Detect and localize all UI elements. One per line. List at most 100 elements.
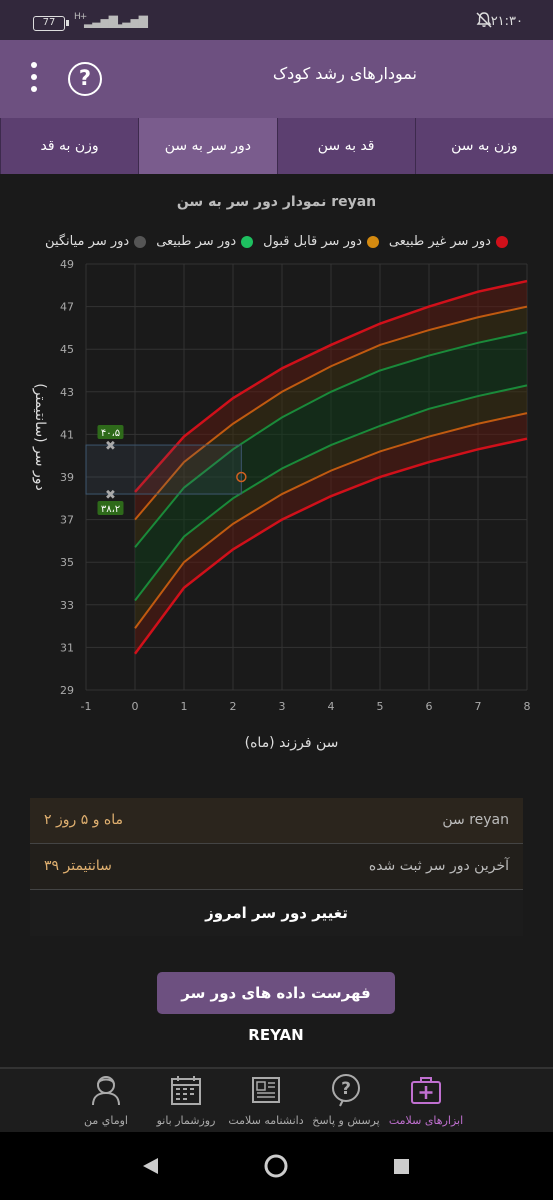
age-value: ۲ ماه و ۵ روز (44, 812, 124, 828)
range-label: ۳۸،۲ (101, 504, 120, 515)
series-line (134, 412, 528, 629)
y-tick-label: 49 (60, 258, 74, 271)
y-tick-label: 41 (60, 428, 74, 441)
legend-dot-acceptable (366, 235, 379, 248)
info-card: سن reyan ۲ ماه و ۵ روز آخرین دور سر ثبت … (30, 798, 523, 936)
question-icon: ? (332, 1074, 360, 1107)
chart-band (135, 281, 527, 520)
x-tick-label: 2 (230, 700, 237, 713)
x-tick-label: 7 (475, 700, 482, 713)
signal-icon: ▂▃▅▇ (84, 14, 118, 28)
last-measure-value: ۳۹ سانتیمتر (44, 858, 112, 874)
y-tick-label: 29 (60, 684, 74, 697)
x-axis-label: سن فرزند (ماه) (245, 735, 339, 751)
chart-legend: دور سر غیر طبیعی دور سر قابل قبول دور سر… (0, 234, 553, 249)
series-line (133, 437, 528, 655)
legend-dot-abnormal (495, 235, 508, 248)
data-list-button[interactable]: فهرست داده های دور سر REYAN (157, 972, 395, 1044)
series-line (134, 279, 528, 493)
nav-profile[interactable]: اوماي من (66, 1073, 146, 1127)
range-box (85, 444, 242, 495)
page-title: نمودارهای رشد کودک (272, 64, 417, 83)
network-type: H+ (74, 12, 87, 22)
range-marker: ✖ (105, 439, 116, 454)
last-measure-row: آخرین دور سر ثبت شده ۳۹ سانتیمتر (30, 844, 523, 890)
status-bar: 77 H+ ▂▃▅▇ ▂▃▅▇ ۲۱:۳۰ (0, 0, 553, 40)
age-row: سن reyan ۲ ماه و ۵ روز (30, 798, 523, 844)
y-tick-label: 33 (60, 599, 74, 612)
svg-text:?: ? (341, 1079, 351, 1099)
y-tick-label: 45 (60, 343, 74, 356)
measurement-point (236, 471, 247, 483)
x-tick-label: 1 (181, 700, 188, 713)
y-axis-label: دور سر (سانتیمتر) (32, 383, 48, 490)
x-tick-label: 5 (377, 700, 384, 713)
nav-health-tools[interactable]: ابزارهای سلامت (386, 1073, 466, 1127)
newspaper-icon (252, 1077, 280, 1103)
tab-head-age[interactable]: دور سر به سن (138, 118, 277, 174)
legend-item-abnormal[interactable]: دور سر غیر طبیعی (389, 234, 508, 249)
x-tick-label: -1 (81, 700, 92, 713)
y-tick-label: 37 (60, 514, 74, 527)
recents-icon[interactable] (394, 1159, 409, 1174)
chart-title: نمودار دور سر به سن reyan (176, 194, 377, 210)
chart-band (135, 332, 527, 601)
status-time: ۲۱:۳۰ (490, 14, 523, 29)
legend-item-average[interactable]: دور سر میانگین (45, 234, 147, 249)
back-icon[interactable] (143, 1158, 158, 1174)
signal-2-icon: ▂▃▅▇ (114, 14, 148, 28)
chart-band (135, 306, 527, 548)
nav-health-tools-label: ابزارهای سلامت (388, 1114, 464, 1127)
bottom-nav: ابزارهای سلامت ? پرسش و پاسخ دانشنامه سل… (0, 1067, 553, 1132)
bell-off-icon (475, 11, 493, 33)
age-label: سن reyan (442, 812, 509, 828)
nav-encyclopedia-label: دانشنامه سلامت (228, 1114, 304, 1127)
nav-qa[interactable]: ? پرسش و پاسخ (306, 1073, 386, 1127)
range-label-box (97, 425, 124, 440)
y-tick-label: 43 (60, 386, 74, 399)
last-measure-label: آخرین دور سر ثبت شده (368, 858, 509, 874)
nav-qa-label: پرسش و پاسخ (312, 1114, 380, 1127)
app-bar: ? نمودارهای رشد کودک (0, 40, 553, 118)
range-label-box (97, 501, 124, 516)
series-line (134, 331, 528, 548)
tab-weight-age[interactable]: وزن به سن (414, 118, 553, 174)
legend-item-acceptable[interactable]: دور سر قابل قبول (263, 234, 379, 249)
y-tick-label: 47 (60, 301, 74, 314)
x-tick-label: 4 (328, 700, 335, 713)
home-icon[interactable] (264, 1154, 288, 1178)
chart-area: نمودار دور سر به سن reyan دور سر غیر طبی… (0, 174, 553, 794)
y-tick-label: 31 (60, 641, 74, 654)
profile-icon (92, 1076, 120, 1106)
legend-item-normal[interactable]: دور سر طبیعی (156, 234, 254, 249)
x-tick-label: 0 (132, 700, 139, 713)
medical-kit-icon (411, 1077, 441, 1104)
change-head-button[interactable]: تغییر دور سر امروز (30, 890, 523, 936)
x-tick-label: 8 (524, 700, 531, 713)
chart-tabs: وزن به سن قد به سن دور سر به سن وزن به ق… (0, 118, 553, 174)
calendar-icon (171, 1076, 201, 1105)
x-tick-label: 6 (426, 700, 433, 713)
tab-height-age[interactable]: قد به سن (276, 118, 415, 174)
help-icon[interactable]: ? (68, 62, 102, 96)
x-tick-label: 3 (279, 700, 286, 713)
series-line (134, 305, 528, 521)
range-marker: ✖ (105, 488, 116, 503)
legend-dot-normal (241, 235, 254, 248)
tab-weight-height[interactable]: وزن به قد (0, 118, 138, 174)
battery-icon: 77 (33, 16, 69, 31)
legend-dot-average (134, 235, 147, 248)
chart-band (135, 413, 527, 654)
chart-band (135, 385, 527, 629)
series-line (134, 384, 528, 602)
nav-encyclopedia[interactable]: دانشنامه سلامت (226, 1073, 306, 1127)
system-nav-bar (0, 1132, 553, 1200)
range-label: ۴۰،۵ (101, 428, 120, 439)
nav-calendar-label: روزشمار بانو (156, 1114, 216, 1127)
nav-calendar[interactable]: روزشمار بانو (146, 1073, 226, 1127)
y-tick-label: 39 (60, 471, 74, 484)
more-vert-icon[interactable] (30, 62, 38, 98)
y-tick-label: 35 (60, 556, 74, 569)
nav-profile-label: اوماي من (84, 1114, 128, 1127)
